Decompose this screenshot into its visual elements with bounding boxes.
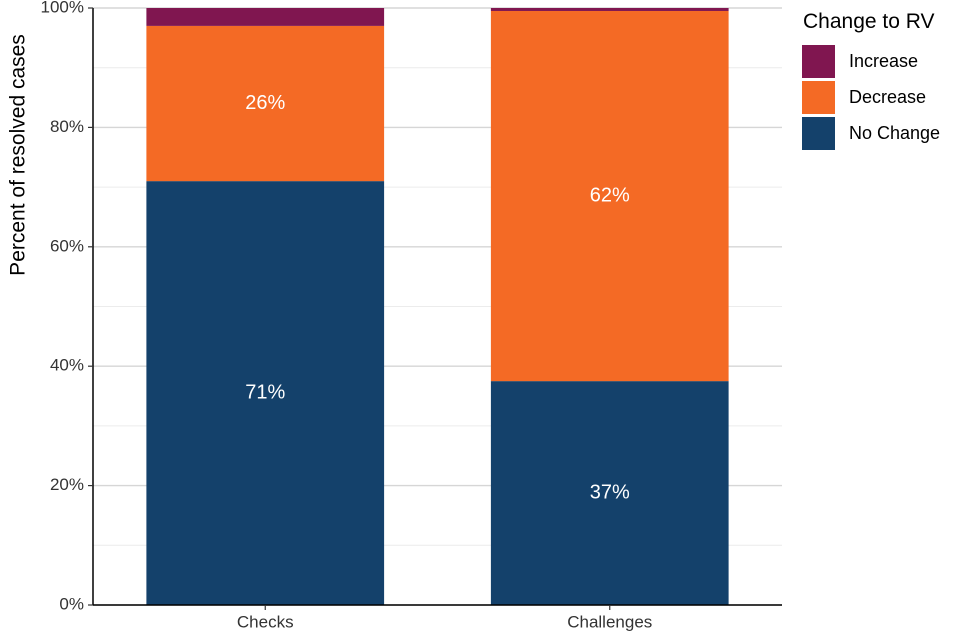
bar-segment-increase <box>490 8 729 11</box>
data-label: 37% <box>590 481 630 503</box>
y-tick-label: 40% <box>50 356 84 375</box>
data-label: 71% <box>245 381 285 403</box>
y-tick-label: 60% <box>50 236 84 255</box>
y-ticks: 0% 20% 40% 60% 80% 100% <box>41 0 93 613</box>
axes <box>92 8 782 606</box>
data-labels: 71% 26% 37% 62% <box>245 92 630 504</box>
bar-segment-no-change <box>146 181 385 605</box>
bar-segment-no-change <box>490 381 729 605</box>
legend: Change to RV Increase Decrease No Change <box>802 10 940 150</box>
legend-swatch-no-change <box>802 117 835 150</box>
bar-segment-increase <box>146 8 385 26</box>
y-tick-label: 80% <box>50 117 84 136</box>
legend-label: No Change <box>849 123 940 143</box>
data-label: 26% <box>245 92 285 114</box>
x-tick-label: Challenges <box>567 612 652 631</box>
legend-title: Change to RV <box>803 10 935 33</box>
legend-label: Decrease <box>849 87 926 107</box>
y-tick-label: 0% <box>59 594 84 613</box>
data-label: 62% <box>590 184 630 206</box>
legend-swatch-increase <box>802 45 835 78</box>
bar-segment-decrease <box>146 25 385 182</box>
y-axis-title: Percent of resolved cases <box>7 34 30 276</box>
legend-label: Increase <box>849 51 918 71</box>
legend-swatch-decrease <box>802 81 835 114</box>
bar-segment-decrease <box>490 10 729 382</box>
x-ticks: Checks Challenges <box>237 605 652 631</box>
bars <box>146 8 729 605</box>
x-tick-label: Checks <box>237 612 294 631</box>
y-tick-label: 20% <box>50 475 84 494</box>
y-tick-label: 100% <box>41 0 84 16</box>
